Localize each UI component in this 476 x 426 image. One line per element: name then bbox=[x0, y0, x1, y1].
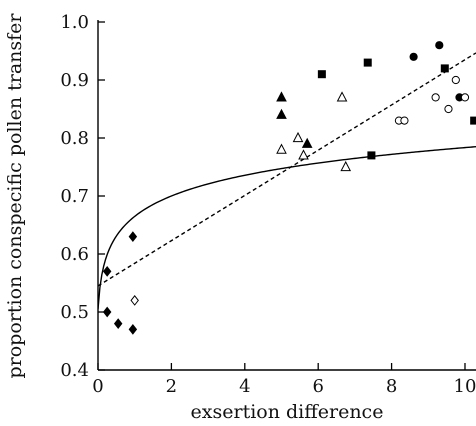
x-tick-label: 10 bbox=[454, 376, 476, 397]
y-axis-ticks: 0.4 0.5 0.6 0.7 0.8 0.9 1.0 bbox=[60, 12, 105, 381]
logarithmic-fit-line bbox=[98, 146, 476, 310]
filled-diamond-point bbox=[128, 231, 138, 243]
y-tick-label: 0.4 bbox=[60, 360, 89, 381]
y-axis-label: proportion conspecific pollen transfer bbox=[4, 13, 26, 379]
open-triangle-point bbox=[336, 91, 348, 102]
open-circle-point bbox=[400, 116, 409, 125]
y-tick-label: 0.9 bbox=[60, 70, 89, 91]
filled-square-point bbox=[367, 151, 376, 160]
open-triangle-point bbox=[276, 143, 287, 154]
filled-diamond-point bbox=[102, 306, 112, 318]
filled-diamond-point bbox=[102, 265, 112, 277]
open-triangle-point bbox=[292, 131, 304, 143]
x-tick-label: 0 bbox=[92, 376, 103, 397]
filled-square-point bbox=[317, 70, 326, 79]
open-triangle-point bbox=[340, 160, 352, 172]
linear-fit-line bbox=[98, 52, 476, 287]
x-tick-label: 6 bbox=[312, 376, 323, 397]
x-axis-ticks: 0 2 4 6 8 10 bbox=[92, 363, 476, 397]
open-circle-point bbox=[431, 93, 440, 102]
filled-diamond-point bbox=[128, 323, 138, 335]
y-tick-label: 0.5 bbox=[60, 302, 89, 323]
filled-circle-point bbox=[435, 41, 444, 50]
open-circle-point bbox=[444, 104, 453, 114]
open-circle-point bbox=[451, 75, 460, 85]
y-tick-label: 1.0 bbox=[60, 12, 89, 33]
x-tick-label: 4 bbox=[239, 376, 250, 397]
open-triangle-point bbox=[298, 149, 309, 160]
y-tick-label: 0.7 bbox=[60, 186, 89, 207]
filled-square-point bbox=[363, 58, 372, 67]
fit-lines bbox=[98, 52, 476, 310]
x-axis-label: exsertion difference bbox=[191, 401, 384, 423]
filled-square-point bbox=[470, 116, 476, 125]
filled-triangle-point bbox=[301, 137, 313, 148]
y-tick-label: 0.8 bbox=[60, 128, 89, 149]
x-tick-label: 8 bbox=[386, 376, 397, 397]
filled-square-point bbox=[440, 64, 449, 73]
filled-circle-point bbox=[409, 52, 418, 61]
data-points bbox=[102, 41, 476, 335]
x-tick-label: 2 bbox=[166, 376, 177, 397]
y-tick-label: 0.6 bbox=[60, 244, 89, 265]
filled-diamond-point bbox=[113, 318, 123, 330]
filled-triangle-point bbox=[276, 108, 287, 119]
open-diamond-point bbox=[130, 294, 139, 306]
filled-triangle-point bbox=[276, 91, 287, 102]
plot-area bbox=[98, 41, 476, 335]
open-circle-point bbox=[460, 93, 470, 102]
